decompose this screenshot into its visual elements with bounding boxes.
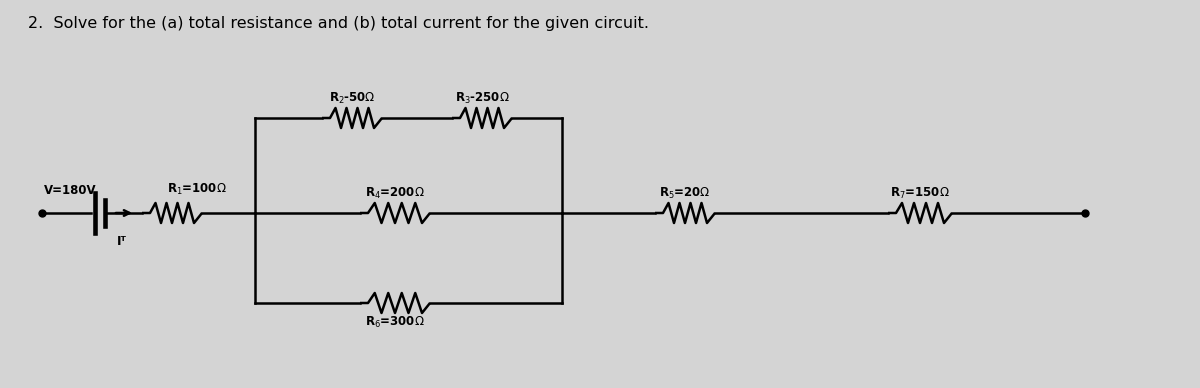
Text: R$_2$-50$\Omega$: R$_2$-50$\Omega$ — [329, 91, 376, 106]
Text: Iᵀ: Iᵀ — [118, 235, 127, 248]
Text: V=180V: V=180V — [44, 184, 97, 197]
Text: R$_1$=100$\Omega$: R$_1$=100$\Omega$ — [167, 182, 227, 197]
Text: R$_3$-250$\Omega$: R$_3$-250$\Omega$ — [455, 91, 509, 106]
Text: R$_6$=300$\Omega$: R$_6$=300$\Omega$ — [365, 315, 425, 330]
Text: R$_4$=200$\Omega$: R$_4$=200$\Omega$ — [365, 186, 425, 201]
Text: 2.  Solve for the (a) total resistance and (b) total current for the given circu: 2. Solve for the (a) total resistance an… — [28, 16, 649, 31]
Text: R$_7$=150$\Omega$: R$_7$=150$\Omega$ — [890, 186, 950, 201]
Text: R$_5$=20$\Omega$: R$_5$=20$\Omega$ — [659, 186, 710, 201]
